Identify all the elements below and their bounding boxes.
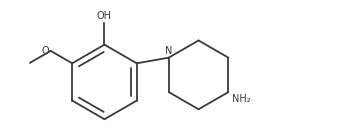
Text: OH: OH [97,11,112,21]
Text: NH₂: NH₂ [232,94,251,104]
Text: O: O [42,46,49,56]
Text: N: N [165,46,172,56]
